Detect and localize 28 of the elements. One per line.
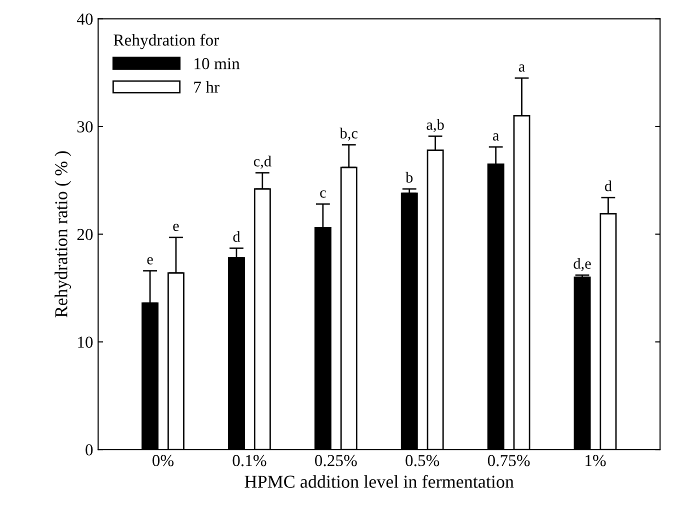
annotation: a (518, 64, 525, 72)
x-tick-label: 0.75% (488, 454, 530, 466)
x-axis-title: HPMC addition level in fermentation (244, 474, 514, 488)
legend-label: 10 min (194, 58, 240, 70)
y-tick-label: 0 (86, 444, 93, 456)
x-tick-label: 1% (586, 454, 606, 466)
y-tick-label: 30 (77, 121, 93, 132)
x-tick-label: 0.1% (232, 454, 266, 466)
x-tick-label: 0% (152, 454, 174, 466)
x-tick-label: 0.25% (315, 454, 357, 466)
annotation: a (492, 133, 500, 141)
annotation: a,b (426, 119, 444, 132)
y-tick-label: 20 (77, 228, 93, 240)
annotation: d (604, 180, 612, 192)
y-tick-label: 40 (76, 13, 93, 25)
annotation: e (147, 257, 153, 264)
annotation: d (233, 231, 240, 242)
annotation: c,d (254, 156, 272, 169)
annotation: e (173, 224, 179, 232)
x-tick-label: 0.5% (406, 454, 440, 466)
annotation: b (406, 172, 413, 183)
annotation: b,c (340, 128, 358, 141)
y-axis-title: Rehydration ratio ( % ) (54, 151, 72, 318)
legend-label: 7 hr (194, 81, 220, 93)
annotation: c (320, 190, 326, 198)
y-tick-label: 10 (78, 336, 93, 348)
legend-title: Rehydration for (114, 34, 220, 50)
annotation: d,e (574, 258, 591, 271)
